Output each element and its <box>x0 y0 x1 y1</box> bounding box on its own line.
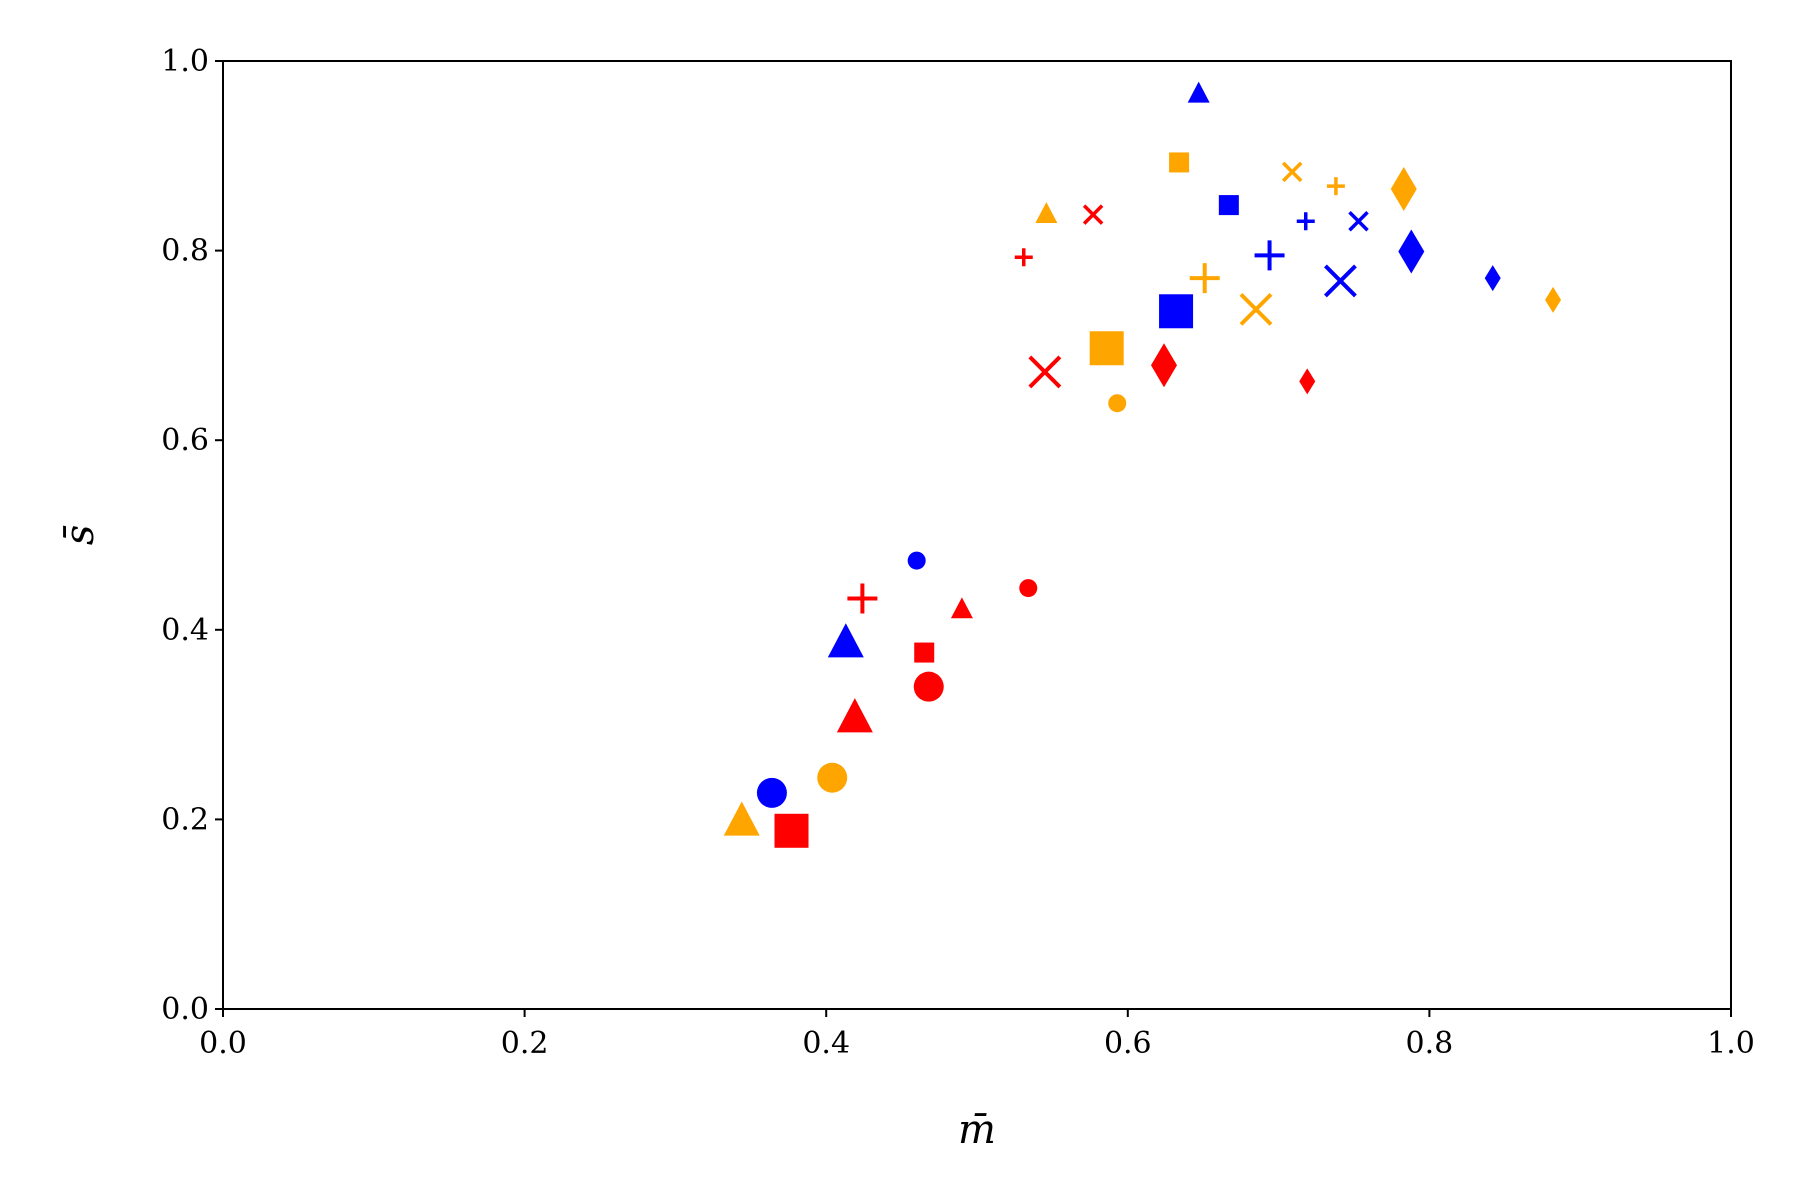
x-tick-label: 0.8 <box>1406 1026 1454 1061</box>
data-points <box>723 81 1562 848</box>
blue-triangle-point <box>827 623 864 658</box>
y-tick-label: 0.6 <box>161 423 209 458</box>
x-tick-label: 0.6 <box>1104 1026 1152 1061</box>
red-square-point <box>774 813 809 848</box>
orange-plus-point <box>1189 263 1220 294</box>
x-tick-label: 1.0 <box>1707 1026 1755 1061</box>
blue-triangle-point <box>1187 81 1210 103</box>
orange-circle-point <box>1108 394 1127 413</box>
orange-diamond-point <box>1545 286 1562 313</box>
x-tick-label: 0.2 <box>501 1026 549 1061</box>
y-axis-label: s̄ <box>57 525 103 546</box>
red-triangle-point <box>950 597 973 619</box>
red-circle-point <box>913 671 944 702</box>
blue-plus-point <box>1296 212 1315 231</box>
blue-square-point <box>1159 294 1194 329</box>
red-square-point <box>914 642 935 663</box>
orange-x-point <box>1239 292 1273 326</box>
axis-ticks: 0.0 0.2 0.4 0.6 0.8 1.0 0.0 0.2 0.4 0.6 0.8 1.0 <box>161 44 1755 1061</box>
x-tick-label: 0.0 <box>199 1026 247 1061</box>
y-tick-label: 0.2 <box>161 802 209 837</box>
x-tick-label: 0.4 <box>802 1026 850 1061</box>
red-x-point <box>1082 204 1104 225</box>
orange-square-point <box>1089 331 1124 366</box>
red-plus-point <box>847 583 878 614</box>
red-triangle-point <box>836 698 873 733</box>
orange-square-point <box>1169 152 1190 173</box>
blue-plus-point <box>1254 240 1285 271</box>
red-circle-point <box>1019 579 1038 598</box>
x-axis-label: m̄ <box>958 1107 996 1153</box>
y-tick-label: 0.4 <box>161 613 209 648</box>
blue-square-point <box>1218 195 1239 216</box>
orange-diamond-point <box>1390 166 1417 211</box>
orange-x-point <box>1281 161 1303 183</box>
red-plus-point <box>1014 248 1033 267</box>
orange-plus-point <box>1326 177 1345 196</box>
red-diamond-point <box>1299 368 1316 395</box>
blue-x-point <box>1348 210 1369 232</box>
plot-area-frame <box>222 60 1732 1010</box>
red-diamond-point <box>1150 343 1177 388</box>
y-tick-label: 0.8 <box>161 234 209 269</box>
blue-circle-point <box>907 551 926 570</box>
blue-diamond-point <box>1484 265 1501 292</box>
blue-circle-point <box>756 777 787 808</box>
y-tick-label: 0.0 <box>161 992 209 1027</box>
orange-circle-point <box>817 762 848 793</box>
blue-x-point <box>1324 264 1357 298</box>
y-tick-label: 1.0 <box>161 44 209 79</box>
orange-triangle-point <box>1035 202 1058 223</box>
blue-diamond-point <box>1398 229 1425 274</box>
red-x-point <box>1028 355 1062 389</box>
orange-triangle-point <box>723 801 760 836</box>
